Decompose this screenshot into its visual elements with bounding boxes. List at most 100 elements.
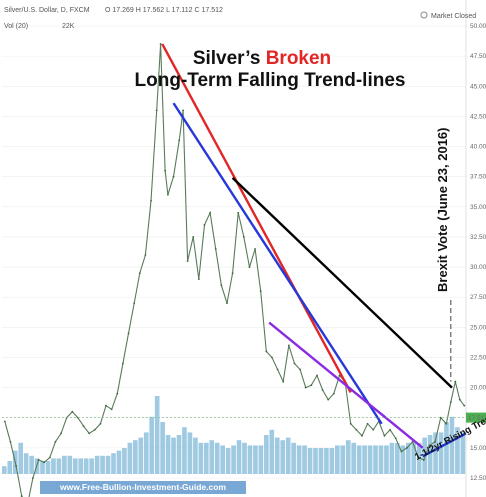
volume-bar: [62, 455, 67, 474]
price-point: [203, 223, 206, 226]
volume-bar: [384, 445, 389, 474]
ohlc-values: O 17.269 H 17.562 L 17.112 C 17.512: [105, 7, 223, 14]
volume-bar: [198, 442, 204, 474]
volume-bar: [143, 432, 149, 474]
price-point: [299, 368, 301, 371]
volume-bar: [291, 442, 296, 474]
volume-bar: [455, 427, 460, 474]
price-point: [259, 290, 262, 293]
y-tick-label: 12.500: [470, 475, 486, 482]
volume-bar: [258, 445, 264, 474]
volume-bar: [220, 445, 225, 474]
price-point: [434, 440, 436, 443]
footer-band: [40, 481, 246, 494]
volume-bar: [67, 455, 73, 474]
volume-bar: [51, 458, 56, 474]
volume-bar: [214, 442, 220, 474]
volume-bar: [127, 442, 133, 474]
price-point: [220, 284, 223, 287]
price-point: [458, 398, 461, 401]
volume-bar: [264, 435, 269, 474]
price-point: [366, 422, 369, 425]
y-tick-label: 20.000: [470, 385, 486, 392]
price-point: [389, 428, 391, 431]
price-point: [159, 43, 162, 45]
volume-bar: [351, 442, 357, 474]
price-series: [3, 43, 466, 497]
volume-bar: [253, 445, 258, 474]
y-tick-label: 50.000: [470, 23, 486, 30]
volume-bar: [438, 432, 444, 474]
price-point: [265, 350, 268, 353]
volume-value: 22K: [62, 23, 75, 30]
volume-bar: [105, 455, 111, 474]
price-point: [349, 422, 352, 425]
trendline: [422, 432, 467, 458]
volume-bar: [23, 453, 29, 474]
volume-bar: [400, 445, 406, 474]
price-point: [32, 477, 34, 479]
website-footer: www.Free-Bullion-Investment-Guide.com: [59, 482, 226, 492]
volume-bar: [411, 442, 417, 474]
price-point: [454, 380, 457, 383]
market-status: Market Closed: [431, 13, 476, 20]
price-point: [122, 362, 124, 365]
price-point: [361, 434, 363, 437]
volume-bar: [209, 440, 215, 474]
price-point: [54, 440, 57, 443]
volume-bar: [2, 466, 7, 474]
y-tick-label: 42.500: [470, 113, 486, 120]
y-tick-label: 27.500: [470, 294, 486, 301]
volume-bar: [460, 432, 466, 474]
price-point: [43, 461, 46, 464]
volume-bar: [133, 440, 138, 474]
volume-bar: [187, 432, 193, 474]
volume-bar: [56, 458, 62, 474]
volume-bar: [122, 448, 127, 474]
volume-bar: [203, 442, 209, 474]
price-point: [138, 272, 141, 274]
volume-bar: [334, 445, 340, 474]
price-point: [449, 401, 452, 403]
price-point: [3, 420, 6, 423]
price-point: [209, 211, 211, 214]
price-point: [287, 344, 290, 347]
title-part-broken: Broken: [266, 48, 331, 69]
price-point: [445, 422, 448, 425]
trendline: [268, 321, 424, 449]
volume-bar: [427, 435, 433, 474]
price-point: [338, 374, 341, 377]
volume-bar: [18, 442, 24, 474]
volume-bar: [269, 429, 275, 474]
price-point: [116, 392, 119, 395]
price-point: [178, 139, 181, 142]
volume-bar: [367, 445, 373, 474]
price-point: [332, 392, 335, 395]
price-point: [37, 459, 40, 461]
price-point: [271, 356, 273, 359]
price-point: [383, 434, 386, 437]
y-tick-label: 15.000: [470, 445, 486, 452]
trendline: [231, 177, 453, 389]
volume-bar: [72, 458, 78, 474]
price-point: [310, 384, 313, 387]
price-point: [242, 236, 245, 238]
price-point: [304, 386, 307, 389]
volume-bar: [193, 437, 198, 474]
volume-bar: [274, 437, 280, 474]
volume-bar: [171, 437, 176, 474]
price-point: [144, 254, 147, 256]
volume-bar: [324, 448, 329, 474]
title-part-1: Silver’s: [193, 48, 266, 69]
price-point: [316, 374, 318, 377]
price-point: [276, 368, 279, 371]
volume-bar: [154, 396, 160, 474]
price-point: [394, 437, 397, 440]
volume-bar: [78, 458, 84, 474]
price-point: [372, 428, 375, 431]
volume-bar: [313, 448, 318, 474]
price-point: [186, 260, 189, 262]
volume-bar: [285, 437, 291, 474]
volume-bar: [296, 445, 302, 474]
